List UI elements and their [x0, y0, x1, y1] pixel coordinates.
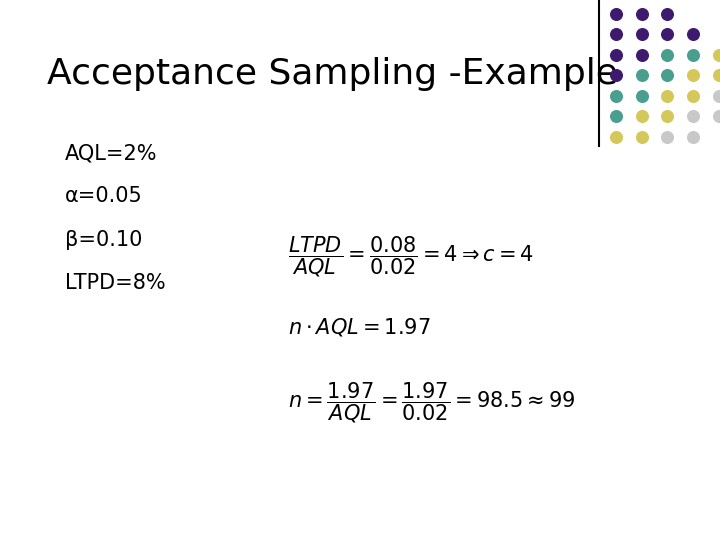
- Point: [636, 71, 647, 79]
- Point: [610, 9, 621, 18]
- Point: [662, 50, 673, 59]
- Point: [688, 71, 699, 79]
- Text: AQL=2%: AQL=2%: [65, 143, 157, 163]
- Point: [636, 132, 647, 141]
- Point: [610, 91, 621, 100]
- Point: [688, 91, 699, 100]
- Point: [636, 9, 647, 18]
- Point: [662, 132, 673, 141]
- Point: [714, 112, 720, 120]
- Point: [610, 50, 621, 59]
- Point: [688, 50, 699, 59]
- Text: Acceptance Sampling -Example: Acceptance Sampling -Example: [47, 57, 618, 91]
- Text: LTPD=8%: LTPD=8%: [65, 273, 166, 293]
- Point: [714, 50, 720, 59]
- Text: $\dfrac{LTPD}{AQL} = \dfrac{0.08}{0.02} = 4 \Rightarrow c = 4$: $\dfrac{LTPD}{AQL} = \dfrac{0.08}{0.02} …: [288, 234, 534, 279]
- Point: [636, 30, 647, 38]
- Point: [610, 71, 621, 79]
- Point: [636, 91, 647, 100]
- Point: [610, 112, 621, 120]
- Text: $n = \dfrac{1.97}{AQL} = \dfrac{1.97}{0.02} = 98.5 \approx 99$: $n = \dfrac{1.97}{AQL} = \dfrac{1.97}{0.…: [288, 380, 575, 424]
- Point: [636, 50, 647, 59]
- Point: [714, 91, 720, 100]
- Point: [688, 112, 699, 120]
- Point: [688, 132, 699, 141]
- Point: [662, 30, 673, 38]
- Point: [636, 112, 647, 120]
- Text: α=0.05: α=0.05: [65, 186, 143, 206]
- Point: [610, 30, 621, 38]
- Text: β=0.10: β=0.10: [65, 230, 142, 249]
- Point: [662, 9, 673, 18]
- Point: [662, 71, 673, 79]
- Point: [662, 112, 673, 120]
- Point: [610, 132, 621, 141]
- Point: [688, 30, 699, 38]
- Point: [714, 71, 720, 79]
- Text: $n \cdot AQL = 1.97$: $n \cdot AQL = 1.97$: [288, 316, 431, 338]
- Point: [662, 91, 673, 100]
